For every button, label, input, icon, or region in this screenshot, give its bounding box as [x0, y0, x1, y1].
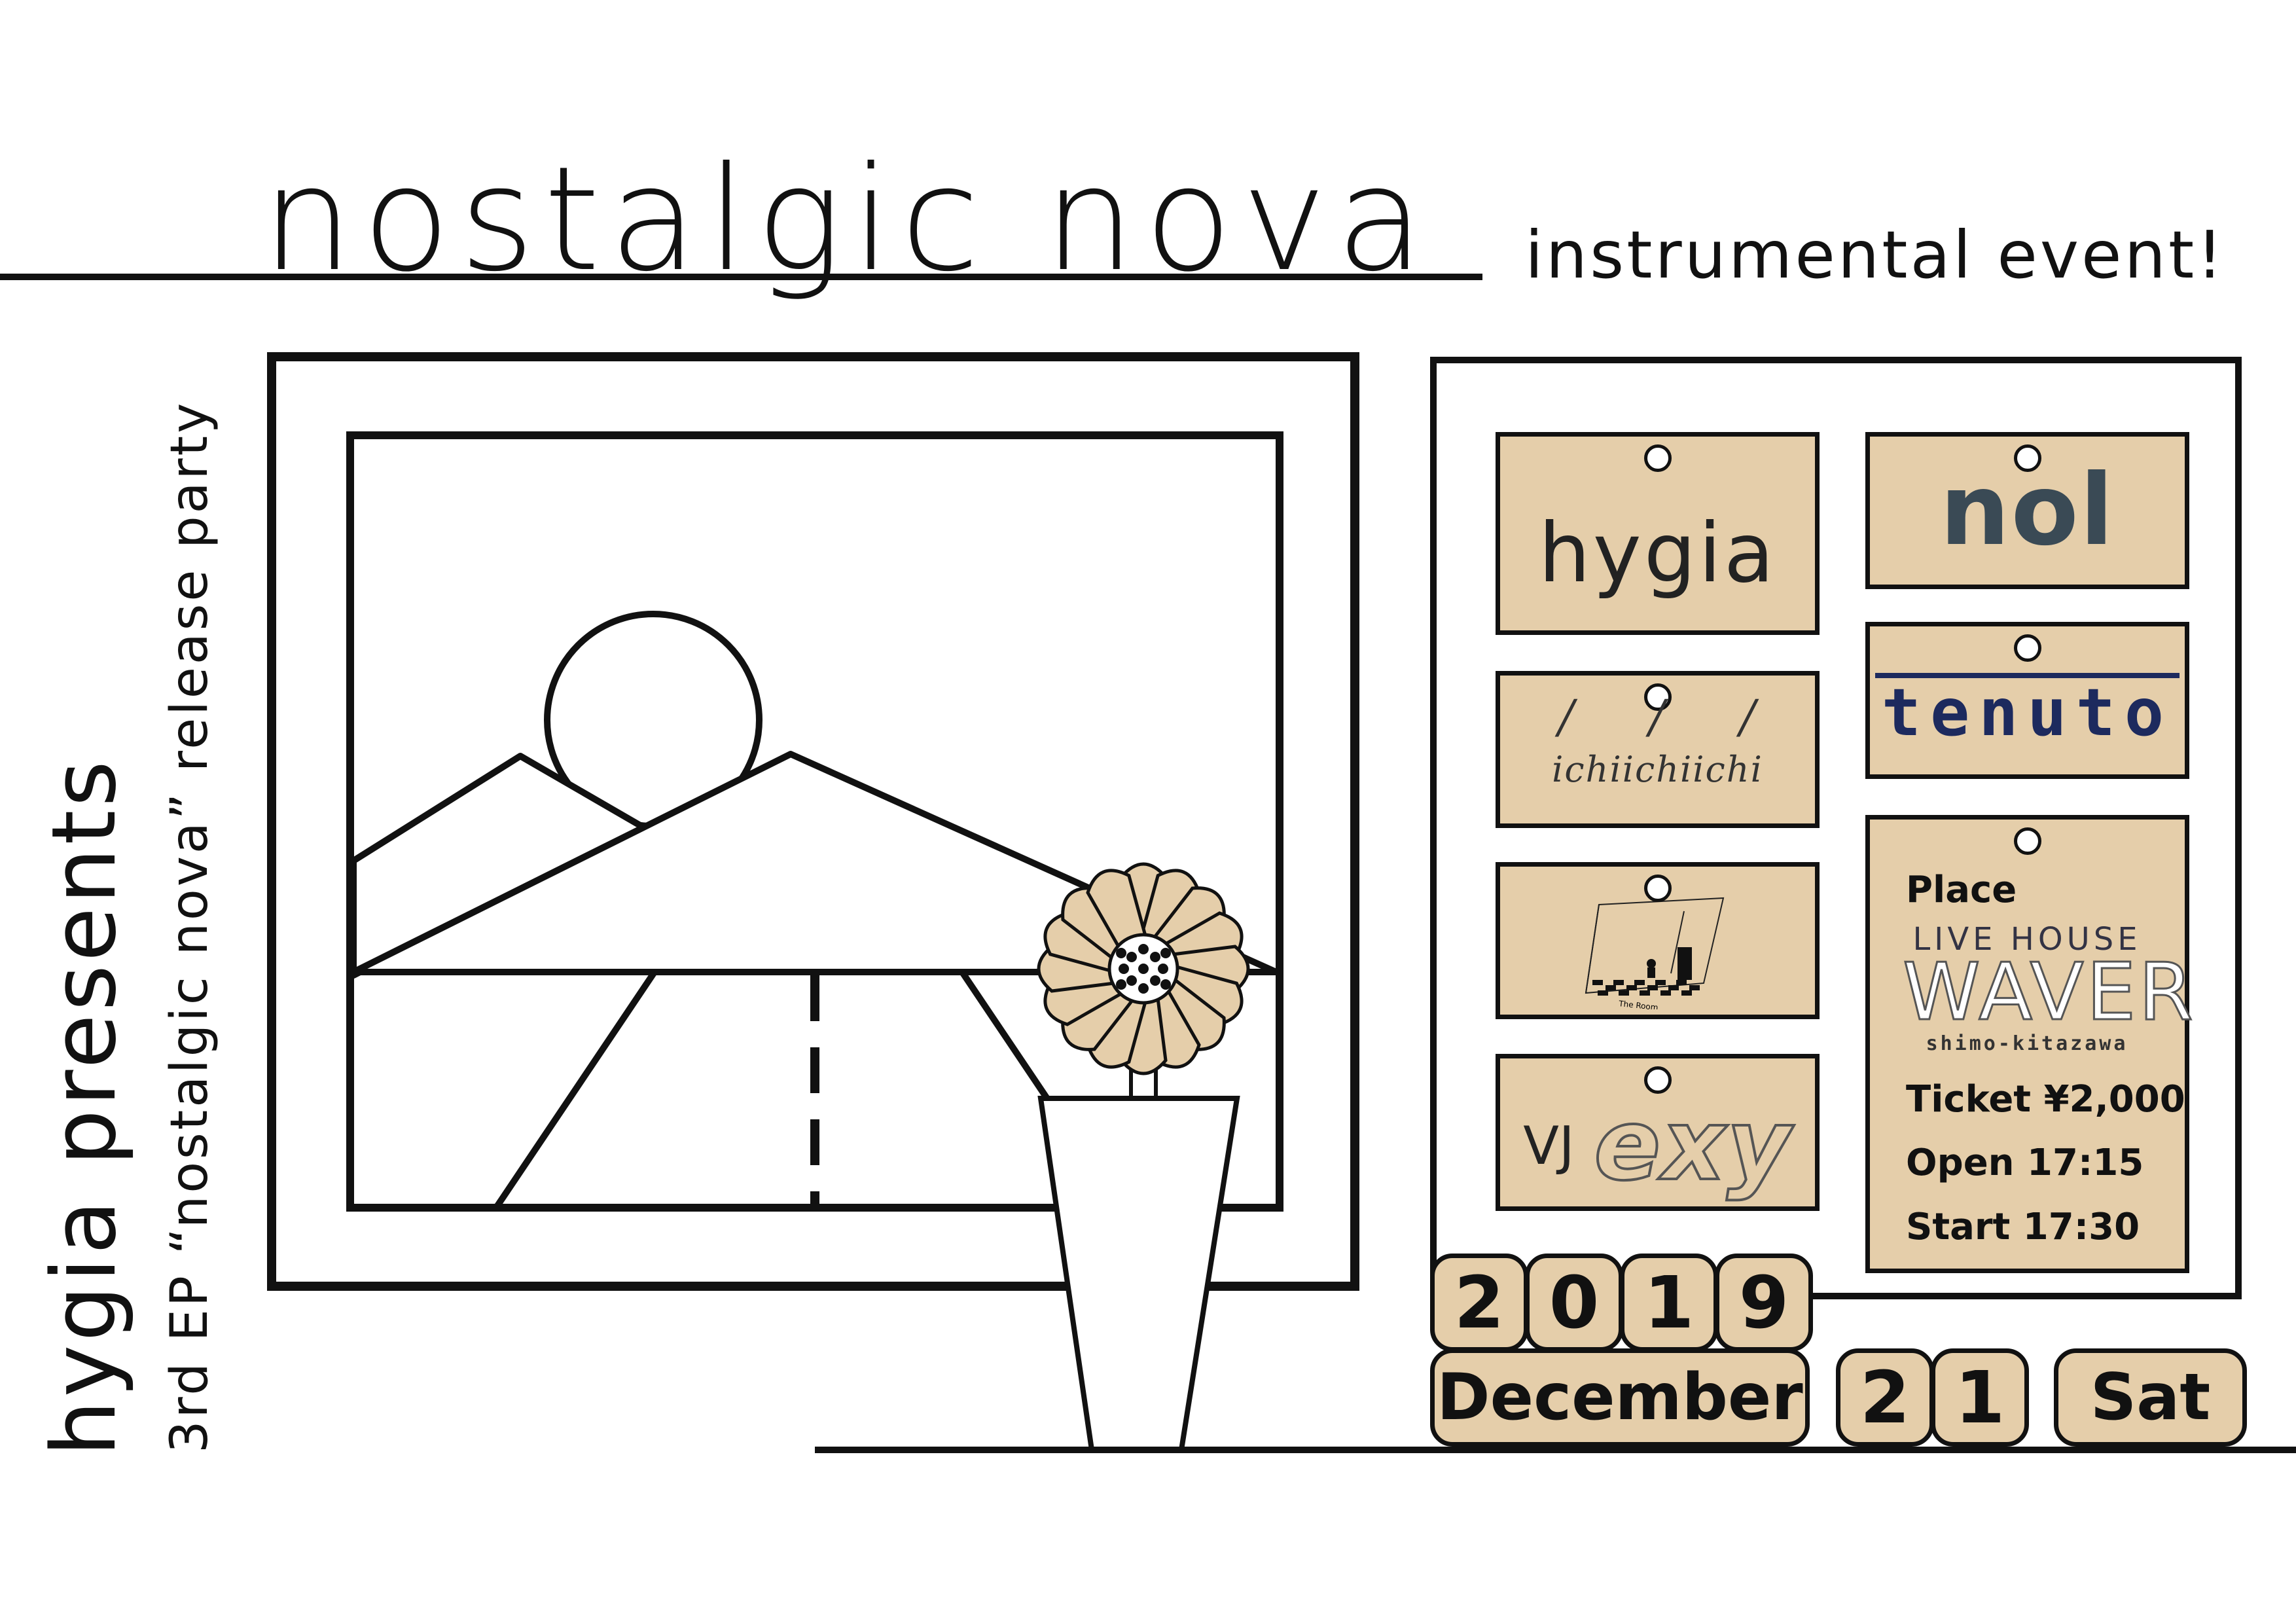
year-digit-4: 9: [1715, 1254, 1813, 1352]
checker-square: [1626, 985, 1637, 990]
event-title: nostalgic nova: [262, 135, 1433, 303]
venue-area: shimo-kitazawa: [1926, 1032, 2128, 1055]
checker-square: [1592, 980, 1603, 985]
flower-seed: [1138, 983, 1149, 994]
vj-label: VJ: [1523, 1115, 1575, 1176]
tenuto-logo: tenuto: [1874, 672, 2180, 751]
tag-hole-icon: [1643, 444, 1672, 472]
room-artwork-icon: The Room: [1585, 897, 1724, 1009]
tag-vj-exy: VJ exy: [1496, 1054, 1820, 1211]
open-time: Open 17:15: [1906, 1142, 2144, 1184]
checker-square: [1676, 980, 1687, 985]
checker-square: [1639, 990, 1650, 996]
ichiichiichi-logo-text: ichiichiichi: [1552, 748, 1763, 790]
checker-square: [1618, 990, 1629, 996]
checker-square: [1634, 980, 1645, 985]
tag-hole-icon: [1643, 683, 1672, 711]
tag-tenuto: tenuto: [1865, 622, 2189, 779]
flower-seed: [1119, 964, 1129, 974]
checker-square: [1605, 985, 1616, 990]
checker-square: [1647, 985, 1658, 990]
ichi-marks: / / /: [1558, 689, 1757, 744]
room-caption: The Room: [1617, 999, 1658, 1009]
nol-logo: nol: [1939, 454, 2115, 568]
exy-logo: exy: [1593, 1087, 1792, 1204]
flower-seed: [1116, 948, 1126, 958]
flower-petal: [1086, 869, 1148, 949]
year-digit-3: 1: [1620, 1254, 1718, 1352]
checker-square: [1668, 985, 1679, 990]
checker-square: [1655, 980, 1666, 985]
ground-line: [815, 1447, 2296, 1453]
outer-window-frame: [267, 352, 1359, 1291]
tag-nol: nol: [1865, 432, 2189, 589]
event-subtitle: instrumental event!: [1525, 217, 2226, 293]
road-left-edge: [494, 970, 658, 1208]
flower-seed: [1150, 975, 1160, 986]
weekday-tile: Sat: [2054, 1348, 2247, 1447]
lineup-panel: hygia nol / / / ichiichiichi tenuto: [1430, 357, 2242, 1299]
tag-hole-icon: [1643, 875, 1672, 902]
flower-seed: [1138, 944, 1149, 954]
flower-seed: [1126, 952, 1137, 962]
flower-seed: [1150, 952, 1160, 962]
checker-square: [1689, 985, 1700, 990]
checker-square: [1613, 980, 1624, 985]
tag-room-artwork: The Room: [1496, 862, 1820, 1019]
flower-seed: [1158, 964, 1168, 974]
checker-square: [1660, 990, 1671, 996]
venue-line1: LIVE HOUSE: [1912, 921, 2142, 958]
tag-hole-icon: [2013, 827, 2041, 855]
day-digit-1: 2: [1836, 1348, 1934, 1447]
flower-seed: [1116, 979, 1126, 990]
year-digit-1: 2: [1430, 1254, 1528, 1352]
flower-seed: [1138, 964, 1149, 974]
start-time: Start 17:30: [1906, 1206, 2140, 1248]
ichiichiichi-logo: / / / ichiichiichi: [1552, 690, 1763, 790]
tag-hygia: hygia: [1496, 432, 1820, 635]
ticket-price: Ticket ¥2,000: [1906, 1078, 2185, 1121]
year-digit-2: 0: [1525, 1254, 1623, 1352]
hygia-logo: hygia: [1538, 505, 1777, 601]
inner-window-frame: [346, 431, 1283, 1212]
tag-hole-icon: [2013, 444, 2041, 472]
flower-seed: [1160, 979, 1171, 990]
month-tile: December: [1430, 1348, 1810, 1447]
venue-name: WAVER: [1902, 947, 2196, 1038]
vase-icon: [1037, 1096, 1240, 1453]
title-underline: [0, 274, 1482, 280]
flower-vase-illustration: [1037, 862, 1250, 1453]
tag-event-info: Place LIVE HOUSE WAVER shimo-kitazawa Ti…: [1865, 815, 2196, 1273]
flower-seed: [1126, 975, 1137, 986]
tag-hole-icon: [2013, 634, 2041, 662]
day-digit-2: 1: [1931, 1348, 2029, 1447]
tag-hole-icon: [1643, 1066, 1672, 1094]
checker-square: [1597, 990, 1608, 996]
flower-seed: [1160, 948, 1171, 958]
place-label: Place: [1906, 869, 2017, 911]
tag-ichiichiichi: / / / ichiichiichi: [1496, 671, 1820, 828]
checker-square: [1681, 990, 1692, 996]
